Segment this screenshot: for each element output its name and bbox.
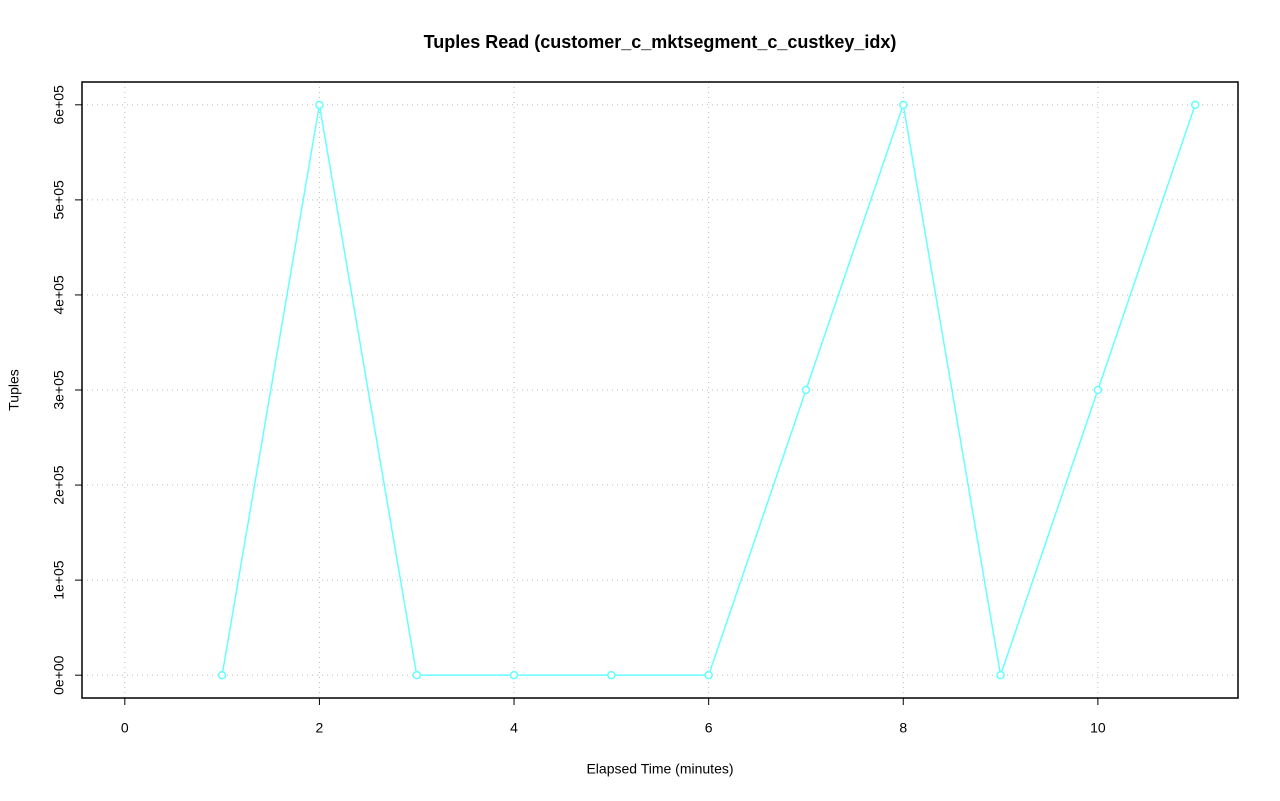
- x-tick-label: 0: [121, 720, 129, 736]
- x-tick-label: 4: [510, 720, 518, 736]
- data-point: [1190, 100, 1200, 110]
- data-point: [801, 385, 811, 395]
- data-point: [704, 670, 713, 680]
- chart-title: Tuples Read (customer_c_mktsegment_c_cus…: [424, 32, 897, 52]
- series-line: [221, 104, 1196, 676]
- y-axis-label: Tuples: [6, 369, 22, 411]
- data-point: [315, 100, 324, 110]
- data-point: [217, 670, 227, 680]
- y-tick-label: 3e+05: [51, 370, 67, 410]
- x-tick-label: 2: [316, 720, 324, 736]
- data-point: [996, 670, 1005, 680]
- data-point: [412, 670, 421, 680]
- y-tick-label: 1e+05: [51, 560, 67, 600]
- y-tick-label: 4e+05: [51, 275, 67, 315]
- x-tick-label: 8: [899, 720, 907, 736]
- plot-frame: [81, 81, 1239, 699]
- data-point: [509, 670, 519, 680]
- x-tick-label: 10: [1090, 720, 1106, 736]
- x-tick-label: 6: [705, 720, 713, 736]
- data-point: [1093, 385, 1103, 395]
- y-tick-label: 0e+00: [51, 655, 67, 695]
- data-point: [607, 670, 616, 680]
- y-tick-label: 2e+05: [51, 465, 67, 505]
- y-tick-label: 6e+05: [51, 85, 67, 125]
- y-tick-label: 5e+05: [51, 180, 67, 220]
- data-point: [899, 100, 908, 110]
- x-axis-label: Elapsed Time (minutes): [586, 761, 733, 777]
